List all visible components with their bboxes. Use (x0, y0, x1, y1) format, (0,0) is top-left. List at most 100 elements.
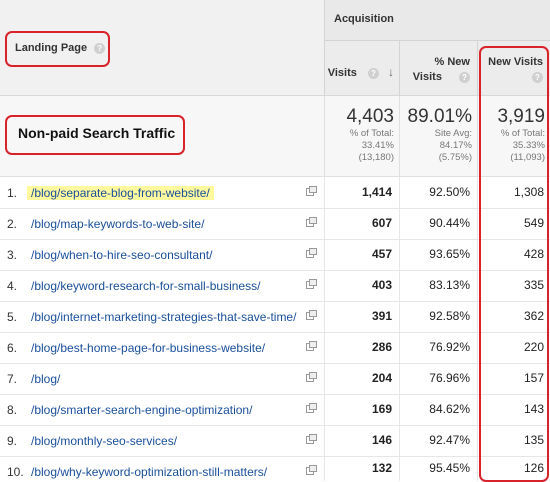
acquisition-group-header: Acquisition (324, 0, 550, 41)
visits-cell: 391 (324, 301, 399, 332)
pct-new-visits-cell: 76.96% (399, 363, 477, 394)
landing-page-link[interactable]: /blog/best-home-page-for-business-websit… (31, 341, 266, 355)
totals-new-visits-line3: (11,093) (510, 152, 545, 163)
help-icon[interactable]: ? (532, 71, 543, 83)
new-visits-cell: 157 (477, 363, 550, 394)
new-visits-cell: 428 (477, 239, 550, 270)
totals-new-visits-line2: 35.33% (512, 140, 545, 151)
new-visits-cell: 220 (477, 332, 550, 363)
table-row: 6. /blog/best-home-page-for-business-web… (0, 332, 550, 364)
row-number: 2. (7, 217, 18, 231)
totals-new-visits-value: 3,919 (497, 106, 545, 127)
landing-page-link[interactable]: /blog/map-keywords-to-web-site/ (31, 217, 205, 231)
pct-new-visits-cell: 76.92% (399, 332, 477, 363)
new-visits-cell: 126 (477, 456, 550, 481)
totals-visits-cell: 4,403 % of Total: 33.41% (13,180) (324, 96, 400, 177)
new-visits-cell: 335 (477, 270, 550, 301)
visits-cell: 132 (324, 456, 399, 481)
totals-pct-new-line2: 84.17% (439, 140, 472, 151)
pct-new-visits-cell: 90.44% (399, 208, 477, 239)
totals-pct-new-cell: 89.01% Site Avg: 84.17% (5.75%) (399, 96, 478, 177)
table-row: 2. /blog/map-keywords-to-web-site/ 607 9… (0, 208, 550, 240)
pct-new-visits-cell: 93.65% (399, 239, 477, 270)
new-visits-column-header[interactable]: New Visits ? (477, 41, 550, 96)
table-row: 8. /blog/smarter-search-engine-optimizat… (0, 394, 550, 426)
pct-new-visits-cell: 83.13% (399, 270, 477, 301)
pct-new-visits-cell: 84.62% (399, 394, 477, 425)
annotation-box-landing-page (5, 31, 110, 67)
row-number: 4. (7, 279, 18, 293)
pct-new-visits-cell: 95.45% (399, 456, 477, 481)
table-row: 1. /blog/separate-blog-from-website/ 1,4… (0, 177, 550, 209)
landing-page-link[interactable]: /blog/monthly-seo-services/ (31, 434, 178, 448)
landing-page-link[interactable]: /blog/keyword-research-for-small-busines… (31, 279, 261, 293)
open-page-icon[interactable] (306, 434, 317, 444)
table-row: 10. /blog/why-keyword-optimization-still… (0, 456, 550, 481)
landing-page-link[interactable]: /blog/ (31, 372, 61, 386)
new-visits-header-label[interactable]: New Visits (488, 56, 543, 68)
table-row: 7. /blog/ 204 76.96% 157 (0, 363, 550, 395)
totals-new-visits-cell: 3,919 % of Total: 35.33% (11,093) (477, 96, 550, 177)
pct-new-visits-cell: 92.50% (399, 177, 477, 208)
open-page-icon[interactable] (306, 186, 317, 196)
segment-label: Non-paid Search Traffic (18, 125, 176, 141)
help-icon[interactable]: ? (459, 71, 470, 83)
pct-new-visits-column-header[interactable]: % New Visits ? (399, 41, 478, 96)
acquisition-label: Acquisition (334, 13, 394, 25)
table-row: 3. /blog/when-to-hire-seo-consultant/ 45… (0, 239, 550, 271)
open-page-icon[interactable] (306, 372, 317, 382)
help-icon[interactable]: ? (367, 67, 379, 79)
landing-page-link[interactable]: /blog/smarter-search-engine-optimization… (31, 403, 253, 417)
table-row: 5. /blog/internet-marketing-strategies-t… (0, 301, 550, 333)
row-number: 10. (7, 465, 24, 479)
visits-cell: 286 (324, 332, 399, 363)
visits-cell: 1,414 (324, 177, 399, 208)
new-visits-cell: 135 (477, 425, 550, 456)
open-page-icon[interactable] (306, 217, 317, 227)
sort-descending-icon[interactable]: ↓ (388, 65, 394, 79)
visits-cell: 607 (324, 208, 399, 239)
totals-pct-new-line3: (5.75%) (438, 152, 472, 163)
open-page-icon[interactable] (306, 465, 317, 475)
landing-page-link[interactable]: /blog/when-to-hire-seo-consultant/ (31, 248, 213, 262)
landing-page-link[interactable]: /blog/why-keyword-optimization-still-mat… (31, 465, 268, 479)
totals-new-visits-line1: % of Total: (500, 128, 545, 139)
visits-cell: 146 (324, 425, 399, 456)
open-page-icon[interactable] (306, 248, 317, 258)
annotation-box-new-visits (479, 46, 549, 482)
open-page-icon[interactable] (306, 341, 317, 351)
open-page-icon[interactable] (306, 310, 317, 320)
header-landing-page-cell: Landing Page ? (0, 0, 324, 96)
new-visits-cell: 549 (477, 208, 550, 239)
open-page-icon[interactable] (306, 279, 317, 289)
row-number: 6. (7, 341, 18, 355)
row-number: 9. (7, 434, 18, 448)
visits-header-label[interactable]: Visits (327, 67, 357, 79)
row-number: 8. (7, 403, 18, 417)
row-number: 3. (7, 248, 18, 262)
new-visits-cell: 362 (477, 301, 550, 332)
row-number: 7. (7, 372, 18, 386)
segment-row: Non-paid Search Traffic (0, 96, 324, 177)
landing-page-label[interactable]: Landing Page (15, 42, 88, 54)
totals-visits-line1: % of Total: (349, 128, 394, 139)
row-number: 5. (7, 310, 18, 324)
table-row: 4. /blog/keyword-research-for-small-busi… (0, 270, 550, 302)
landing-page-link[interactable]: /blog/internet-marketing-strategies-that… (31, 310, 297, 324)
landing-page-header: Landing Page ? (15, 42, 106, 54)
open-page-icon[interactable] (306, 403, 317, 413)
pct-new-header-line1[interactable]: % New (434, 56, 470, 68)
totals-visits-value: 4,403 (346, 106, 394, 127)
pct-new-header-line2[interactable]: Visits (412, 71, 442, 83)
visits-cell: 204 (324, 363, 399, 394)
visits-cell: 403 (324, 270, 399, 301)
totals-pct-new-value: 89.01% (407, 106, 472, 127)
totals-visits-line3: (13,180) (358, 152, 394, 163)
help-icon[interactable]: ? (94, 42, 106, 54)
landing-page-link[interactable]: /blog/separate-blog-from-website/ (27, 186, 214, 200)
totals-pct-new-line1: Site Avg: (434, 128, 472, 139)
pct-new-visits-cell: 92.58% (399, 301, 477, 332)
visits-column-header[interactable]: Visits ? ↓ (324, 41, 400, 96)
annotation-box-segment (5, 115, 185, 155)
new-visits-cell: 1,308 (477, 177, 550, 208)
